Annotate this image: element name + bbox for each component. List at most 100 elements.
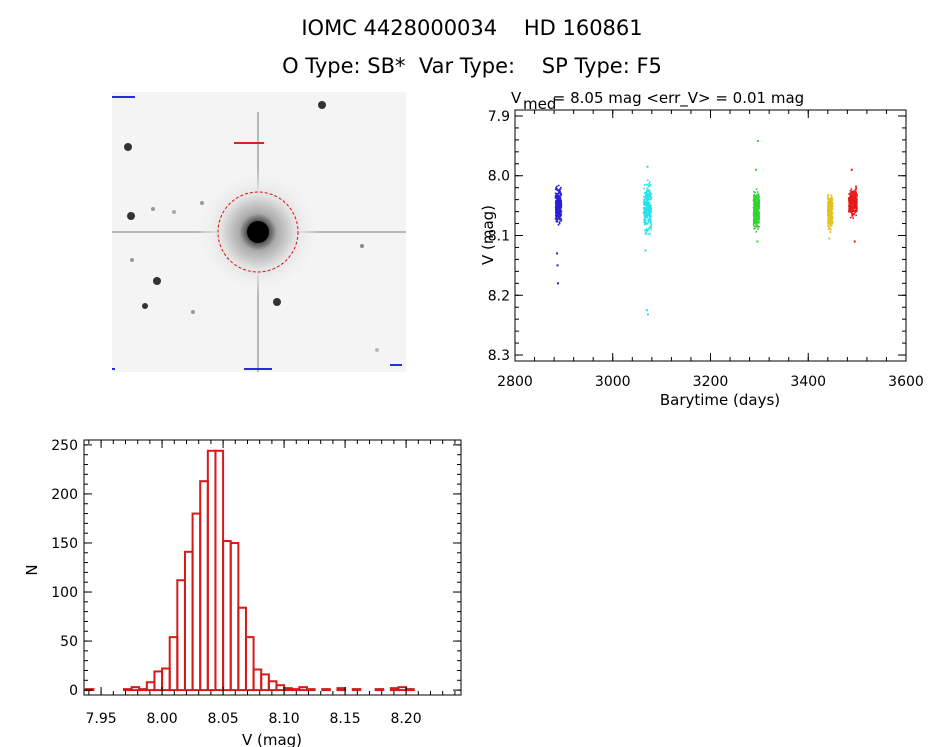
data-point	[647, 221, 650, 223]
data-point	[855, 205, 858, 208]
data-point	[828, 213, 830, 215]
data-point	[827, 202, 829, 205]
lightcurve-title: V med = 8.05 mag <err_V> = 0.01 mag	[511, 89, 804, 113]
data-point	[852, 199, 854, 202]
data-point	[647, 197, 649, 200]
data-point	[559, 213, 562, 215]
data-point	[755, 225, 758, 228]
data-point	[644, 202, 646, 205]
data-point	[644, 222, 647, 224]
data-point	[830, 200, 832, 202]
data-point	[642, 212, 645, 214]
data-point	[852, 210, 854, 213]
data-point	[758, 199, 761, 202]
data-point	[828, 198, 831, 201]
data-point	[855, 210, 858, 213]
data-point	[851, 194, 853, 196]
data-point	[559, 196, 561, 198]
data-point	[555, 216, 557, 218]
data-point	[558, 199, 560, 202]
data-point	[557, 196, 560, 198]
data-point	[829, 231, 832, 233]
data-point	[754, 202, 757, 205]
data-point	[831, 206, 833, 209]
histogram-bar	[252, 668, 263, 692]
data-point	[755, 195, 757, 198]
data-point	[555, 206, 558, 209]
data-point	[757, 214, 759, 216]
data-point	[831, 216, 834, 218]
data-point	[754, 216, 756, 219]
data-point	[850, 209, 852, 211]
data-point	[849, 211, 852, 213]
data-point	[827, 210, 830, 213]
lightcurve-title-sub: med	[523, 95, 556, 113]
data-point	[855, 192, 857, 194]
data-point	[855, 199, 858, 202]
data-point	[855, 197, 857, 200]
data-point	[854, 196, 857, 199]
data-point	[827, 214, 829, 217]
data-point	[850, 206, 852, 209]
data-point	[643, 218, 645, 221]
data-point	[852, 203, 854, 205]
data-point	[850, 208, 852, 210]
data-point	[753, 207, 755, 209]
data-point	[557, 205, 560, 208]
data-point	[556, 217, 559, 219]
data-point	[560, 199, 562, 202]
data-point	[828, 221, 831, 224]
data-point	[830, 200, 832, 203]
data-point	[848, 199, 851, 201]
data-point	[558, 199, 560, 202]
data-point	[643, 211, 646, 214]
data-point	[827, 219, 829, 222]
data-point	[853, 213, 855, 216]
data-point	[853, 205, 855, 208]
data-point	[556, 209, 558, 212]
data-point	[853, 210, 856, 212]
data-point	[830, 215, 832, 218]
data-point	[646, 216, 648, 218]
data-point	[854, 202, 857, 205]
series-season1	[554, 184, 563, 285]
data-point	[850, 207, 853, 210]
data-point	[851, 201, 854, 203]
data-point	[756, 197, 758, 199]
data-point	[643, 213, 646, 215]
data-point	[752, 200, 755, 202]
data-point	[645, 192, 647, 195]
data-point	[560, 203, 563, 206]
data-point	[646, 191, 648, 194]
data-point	[755, 220, 758, 223]
data-point	[558, 216, 561, 219]
field-stars	[124, 101, 379, 352]
data-point	[555, 207, 557, 210]
data-point	[851, 212, 853, 215]
data-point	[757, 196, 759, 199]
data-point	[645, 201, 648, 204]
data-point	[645, 214, 648, 217]
data-point	[647, 212, 650, 215]
data-point	[852, 205, 855, 208]
data-point	[556, 188, 559, 191]
data-point	[852, 206, 855, 209]
data-point	[754, 219, 756, 221]
data-point	[827, 221, 830, 224]
data-point	[827, 208, 829, 211]
data-point	[556, 185, 558, 188]
data-point	[558, 217, 560, 219]
data-point	[850, 188, 853, 190]
data-point	[831, 218, 834, 221]
data-point	[758, 212, 761, 215]
data-point	[854, 201, 856, 204]
data-point	[647, 190, 650, 192]
data-point	[643, 204, 646, 206]
data-point	[755, 230, 758, 233]
data-point	[855, 214, 857, 217]
data-point	[757, 197, 760, 199]
data-point	[647, 220, 650, 223]
target-circle	[217, 191, 299, 273]
data-point	[852, 193, 854, 196]
data-point	[647, 218, 649, 220]
